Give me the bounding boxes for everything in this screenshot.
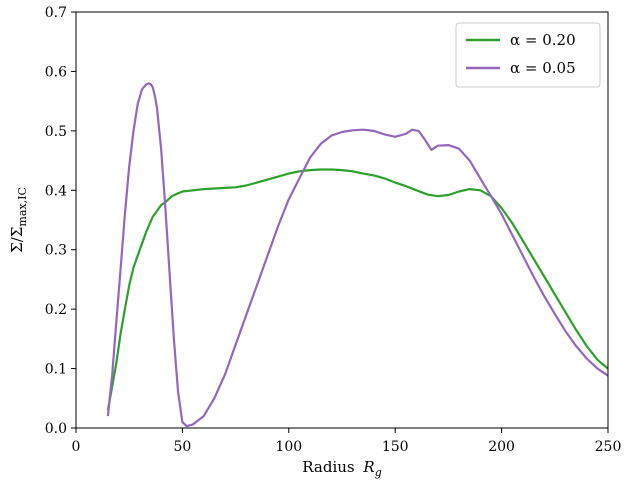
y-tick-label: 0.6	[45, 64, 67, 80]
legend: α = 0.20 α = 0.05	[455, 22, 601, 88]
legend-label-1: α = 0.20	[510, 31, 576, 49]
legend-label-2: α = 0.05	[510, 59, 576, 77]
y-tick-label: 0.5	[45, 124, 67, 140]
y-axis-label: Σ/Σmax,IC	[8, 187, 29, 253]
x-tick-label: 100	[275, 439, 302, 455]
y-tick-label: 0.2	[45, 302, 67, 318]
series-line-1	[106, 168, 609, 411]
y-tick-label: 0.3	[45, 243, 67, 259]
x-tick-label: 50	[173, 439, 191, 455]
axis-ticks: 0 50 100 150 200 250 0.0 0.1 0.2 0.3 0.4 0.5 0.6 0.7	[45, 5, 622, 455]
plot-frame	[75, 11, 609, 429]
x-tick-label: 200	[488, 439, 515, 455]
y-tick-label: 0.0	[45, 421, 67, 437]
x-tick-label: 0	[72, 439, 81, 455]
y-tick-label: 0.1	[45, 362, 67, 378]
y-tick-label: 0.7	[45, 5, 67, 21]
x-tick-label: 150	[382, 439, 409, 455]
series-line-2	[106, 82, 609, 428]
y-tick-label: 0.4	[45, 183, 67, 199]
x-axis-label: Radius Rg	[302, 458, 381, 479]
x-tick-label: 250	[595, 439, 622, 455]
plot-area	[106, 82, 609, 428]
